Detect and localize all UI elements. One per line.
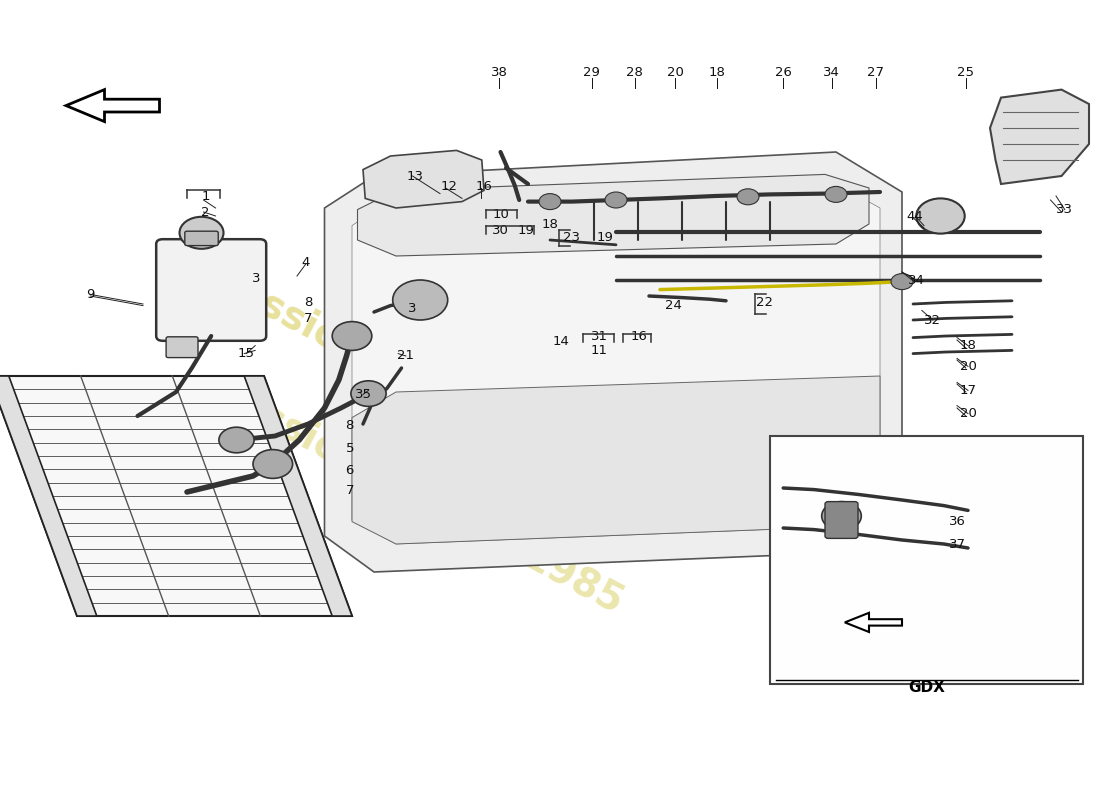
- Text: 11: 11: [591, 344, 608, 357]
- Text: 19: 19: [596, 231, 614, 244]
- Polygon shape: [352, 376, 880, 544]
- FancyBboxPatch shape: [156, 239, 266, 341]
- Polygon shape: [0, 376, 97, 616]
- FancyBboxPatch shape: [185, 231, 218, 246]
- Text: 14: 14: [552, 335, 570, 348]
- Text: 16: 16: [475, 180, 493, 193]
- Polygon shape: [363, 150, 484, 208]
- Text: 32: 32: [924, 314, 942, 326]
- Text: 26: 26: [774, 66, 792, 78]
- Text: passionformula 1985: passionformula 1985: [206, 259, 630, 509]
- Text: 31: 31: [591, 330, 608, 343]
- Text: 7: 7: [304, 312, 312, 325]
- Text: 17: 17: [959, 384, 977, 397]
- Text: 27: 27: [867, 66, 884, 78]
- Polygon shape: [244, 376, 352, 616]
- Text: 2: 2: [201, 206, 210, 219]
- Circle shape: [737, 189, 759, 205]
- Text: 35: 35: [354, 388, 372, 401]
- Text: passionformula 1985: passionformula 1985: [206, 371, 630, 621]
- FancyBboxPatch shape: [166, 337, 198, 358]
- Circle shape: [605, 192, 627, 208]
- Text: 33: 33: [1056, 203, 1074, 216]
- Text: 4: 4: [301, 256, 310, 269]
- Text: 36: 36: [948, 515, 966, 528]
- Text: 28: 28: [626, 66, 644, 78]
- Text: 5: 5: [345, 442, 354, 454]
- Text: 44: 44: [906, 210, 924, 222]
- Text: 20: 20: [667, 66, 684, 78]
- Text: 16: 16: [630, 330, 648, 343]
- Text: 6: 6: [345, 464, 354, 477]
- Circle shape: [539, 194, 561, 210]
- FancyBboxPatch shape: [825, 502, 858, 538]
- Polygon shape: [66, 90, 160, 122]
- Text: 12: 12: [440, 180, 458, 193]
- Polygon shape: [845, 613, 902, 632]
- Text: 24: 24: [664, 299, 682, 312]
- Text: 23: 23: [563, 231, 581, 244]
- Circle shape: [825, 186, 847, 202]
- Circle shape: [393, 280, 448, 320]
- Text: 34: 34: [823, 66, 840, 78]
- Text: 3: 3: [252, 272, 261, 285]
- Text: 20: 20: [959, 360, 977, 373]
- Text: 30: 30: [492, 224, 509, 237]
- Text: 19: 19: [517, 224, 535, 237]
- Circle shape: [351, 381, 386, 406]
- Text: 22: 22: [756, 296, 773, 309]
- Polygon shape: [352, 178, 880, 544]
- Text: 15: 15: [238, 347, 255, 360]
- Circle shape: [219, 427, 254, 453]
- Circle shape: [253, 450, 293, 478]
- Polygon shape: [324, 152, 902, 572]
- Text: 20: 20: [959, 407, 977, 420]
- Text: 10: 10: [492, 208, 509, 221]
- Polygon shape: [990, 90, 1089, 184]
- Text: 8: 8: [304, 296, 312, 309]
- Text: 18: 18: [541, 218, 559, 230]
- Circle shape: [179, 217, 223, 249]
- Text: 34: 34: [908, 274, 925, 286]
- Text: 8: 8: [345, 419, 354, 432]
- Polygon shape: [358, 174, 869, 256]
- FancyBboxPatch shape: [770, 436, 1084, 684]
- Polygon shape: [0, 376, 352, 616]
- Text: 38: 38: [491, 66, 508, 78]
- Text: 37: 37: [948, 538, 966, 550]
- Circle shape: [332, 322, 372, 350]
- Text: 18: 18: [708, 66, 726, 78]
- Text: 29: 29: [583, 66, 601, 78]
- Text: 7: 7: [345, 484, 354, 497]
- Text: 13: 13: [406, 170, 424, 182]
- Circle shape: [822, 502, 861, 530]
- Text: GDX: GDX: [908, 680, 945, 695]
- Text: 25: 25: [957, 66, 975, 78]
- Circle shape: [891, 274, 913, 290]
- Text: 9: 9: [86, 288, 95, 301]
- Text: 1: 1: [201, 190, 210, 203]
- Text: 21: 21: [397, 350, 415, 362]
- Circle shape: [916, 198, 965, 234]
- Text: 3: 3: [408, 302, 417, 315]
- Text: 18: 18: [959, 339, 977, 352]
